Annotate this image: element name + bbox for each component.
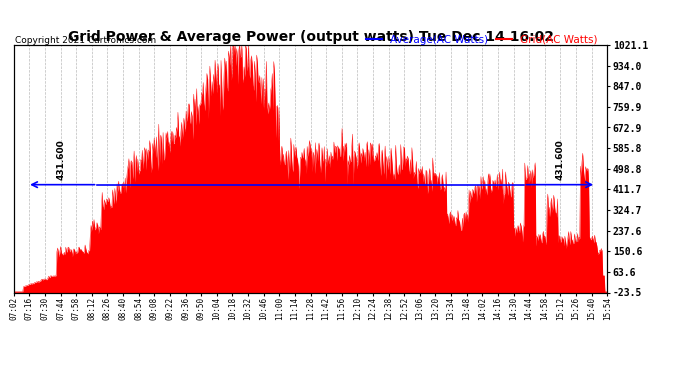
Text: Copyright 2021 Cartronics.com: Copyright 2021 Cartronics.com	[15, 36, 156, 45]
Text: 431.600: 431.600	[56, 139, 65, 180]
Title: Grid Power & Average Power (output watts) Tue Dec 14 16:02: Grid Power & Average Power (output watts…	[68, 30, 553, 44]
Legend: Average(AC Watts), Grid(AC Watts): Average(AC Watts), Grid(AC Watts)	[362, 30, 602, 49]
Text: 431.600: 431.600	[556, 139, 565, 180]
